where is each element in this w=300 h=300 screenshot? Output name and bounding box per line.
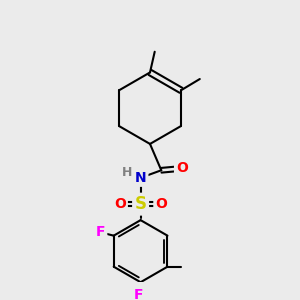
Text: O: O [114,197,126,211]
Text: O: O [176,161,188,176]
Text: F: F [96,225,105,239]
Text: H: H [122,166,133,179]
Text: S: S [135,195,147,213]
Text: O: O [155,197,167,211]
Text: F: F [134,288,143,300]
Text: N: N [135,171,146,185]
